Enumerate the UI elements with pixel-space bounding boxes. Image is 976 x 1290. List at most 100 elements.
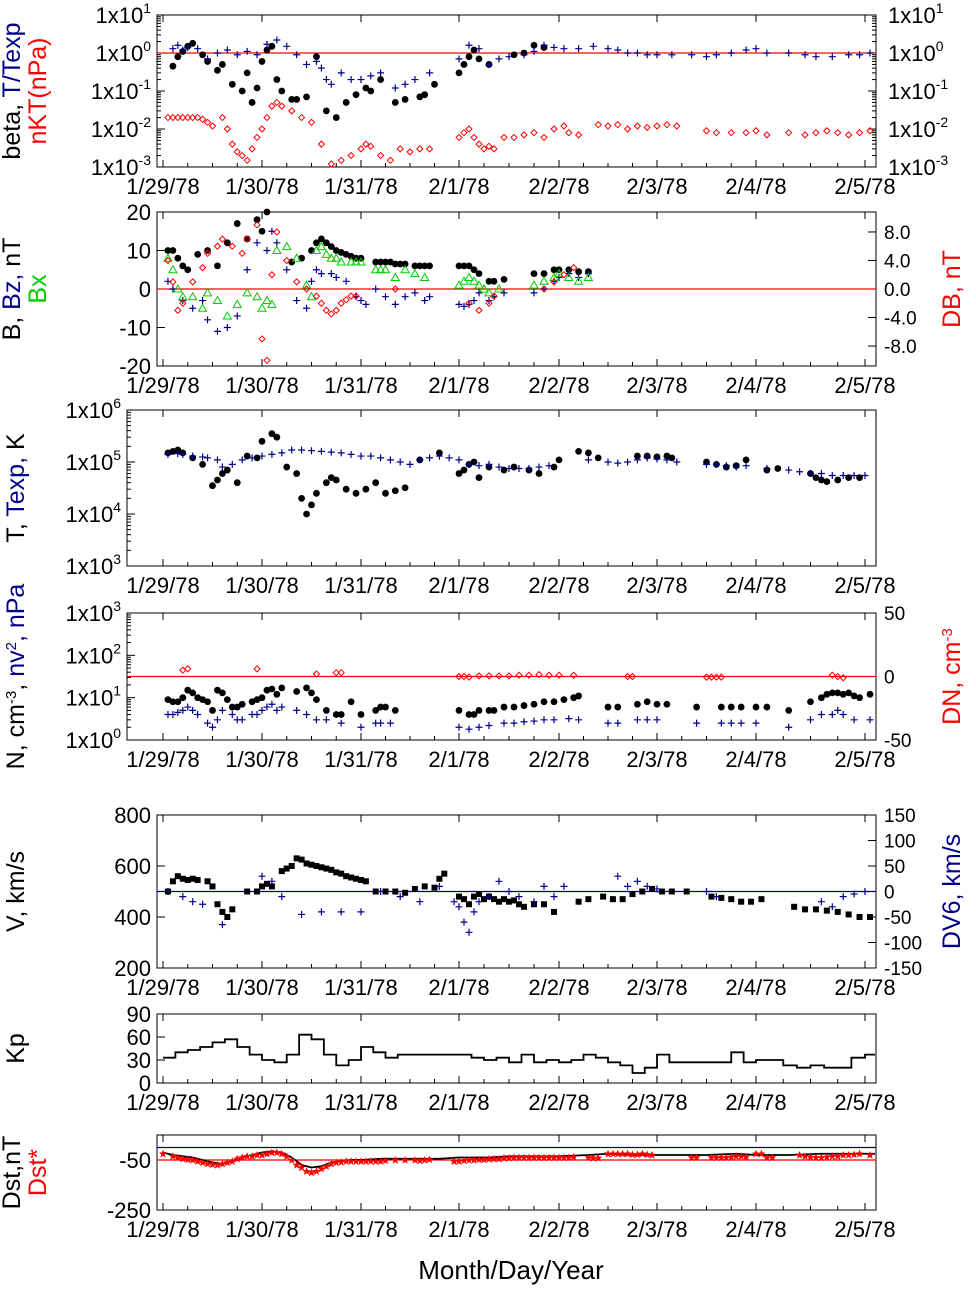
- data-point: [377, 69, 385, 77]
- data-point: [303, 60, 311, 68]
- data-point: [327, 1159, 336, 1168]
- data-point: [189, 898, 197, 906]
- data-point: [169, 711, 177, 719]
- y-tick-label-right: 50: [884, 857, 905, 878]
- data-point: [411, 76, 419, 84]
- data-point: [372, 479, 380, 487]
- data-point: [163, 253, 173, 262]
- x-tick-label: 1/29/78: [126, 174, 199, 199]
- y-tick-label: 20: [127, 200, 151, 225]
- data-point: [268, 685, 276, 693]
- tick-exponent: -1: [936, 76, 949, 92]
- y-axis-label: N, cm-3, nv2, nPa: [2, 584, 30, 770]
- data-point: [727, 1153, 736, 1161]
- y-tick-label-right: -4.0: [884, 309, 917, 330]
- data-point: [530, 128, 538, 137]
- data-point: [614, 459, 622, 467]
- data-point: [460, 1156, 468, 1165]
- data-point: [281, 241, 292, 251]
- data-point: [550, 43, 558, 51]
- data-point: [834, 476, 842, 484]
- data-point: [585, 896, 592, 903]
- data-point: [703, 460, 710, 468]
- data-point: [687, 1153, 696, 1162]
- data-point: [312, 1167, 321, 1176]
- data-point: [419, 272, 430, 281]
- data-point: [223, 1158, 232, 1167]
- data-point: [585, 449, 592, 457]
- data-point: [560, 882, 568, 890]
- data-point: [233, 51, 241, 59]
- label-part: B,: [0, 310, 26, 341]
- data-point: [465, 41, 473, 49]
- data-point: [470, 458, 478, 466]
- data-point: [712, 673, 721, 681]
- label-part: ,: [2, 677, 30, 691]
- y-tick-label-right: -50: [884, 731, 911, 752]
- data-point: [500, 1154, 508, 1162]
- data-point: [806, 1153, 815, 1161]
- data-point: [795, 1151, 804, 1159]
- y-tick-label: 0: [139, 277, 151, 302]
- y-tick-label: 1x103: [65, 598, 121, 626]
- data-point: [563, 272, 574, 281]
- data-point: [228, 140, 237, 148]
- data-point: [500, 719, 508, 727]
- data-point: [258, 872, 266, 880]
- data-point: [401, 260, 409, 268]
- data-point: [258, 437, 266, 445]
- data-point: [415, 1156, 424, 1165]
- data-point: [717, 1153, 726, 1162]
- data-point: [520, 702, 528, 709]
- data-point: [278, 703, 286, 711]
- data-point: [663, 700, 671, 708]
- x-tick-label: 1/31/78: [324, 975, 397, 1000]
- x-tick-label: 2/1/78: [428, 747, 489, 772]
- x-tick-label: 2/3/78: [626, 747, 687, 772]
- data-point: [184, 113, 192, 122]
- data-point: [426, 69, 434, 77]
- data-point: [565, 128, 573, 137]
- data-point: [188, 278, 197, 286]
- data-point: [322, 107, 330, 115]
- data-point: [243, 156, 251, 165]
- data-point: [490, 145, 498, 153]
- data-point: [193, 113, 202, 122]
- data-point: [332, 114, 340, 121]
- data-point: [668, 888, 675, 895]
- data-point: [550, 716, 558, 724]
- data-point: [268, 883, 275, 890]
- data-point: [381, 1156, 390, 1165]
- data-point: [421, 883, 428, 890]
- data-point: [238, 151, 246, 160]
- tick-exponent: 3: [113, 551, 121, 567]
- data-point: [282, 1152, 291, 1161]
- data-point: [258, 227, 266, 235]
- data-point: [555, 671, 563, 679]
- data-point: [301, 280, 312, 289]
- data-point: [396, 458, 404, 466]
- y-tick-label: -250: [107, 1198, 151, 1223]
- data-point: [501, 896, 507, 903]
- data-point: [550, 266, 558, 274]
- data-point: [653, 455, 661, 463]
- data-point: [204, 719, 212, 727]
- data-point: [179, 694, 187, 702]
- data-point: [688, 51, 696, 59]
- data-point: [228, 703, 236, 711]
- x-tick-label: 1/30/78: [225, 747, 298, 772]
- y-tick-label-right: 0: [884, 883, 895, 904]
- data-point: [470, 46, 478, 54]
- data-point: [768, 1153, 777, 1162]
- label-part: Bx: [24, 274, 52, 304]
- data-point: [297, 1163, 306, 1172]
- x-tick-label: 2/5/78: [834, 373, 895, 398]
- data-point: [550, 893, 558, 901]
- data-point: [184, 877, 191, 884]
- data-point: [367, 142, 375, 151]
- data-point: [475, 270, 483, 277]
- data-point: [303, 684, 310, 692]
- data-point: [337, 69, 345, 77]
- data-point: [317, 140, 326, 148]
- x-tick-label: 1/31/78: [324, 747, 397, 772]
